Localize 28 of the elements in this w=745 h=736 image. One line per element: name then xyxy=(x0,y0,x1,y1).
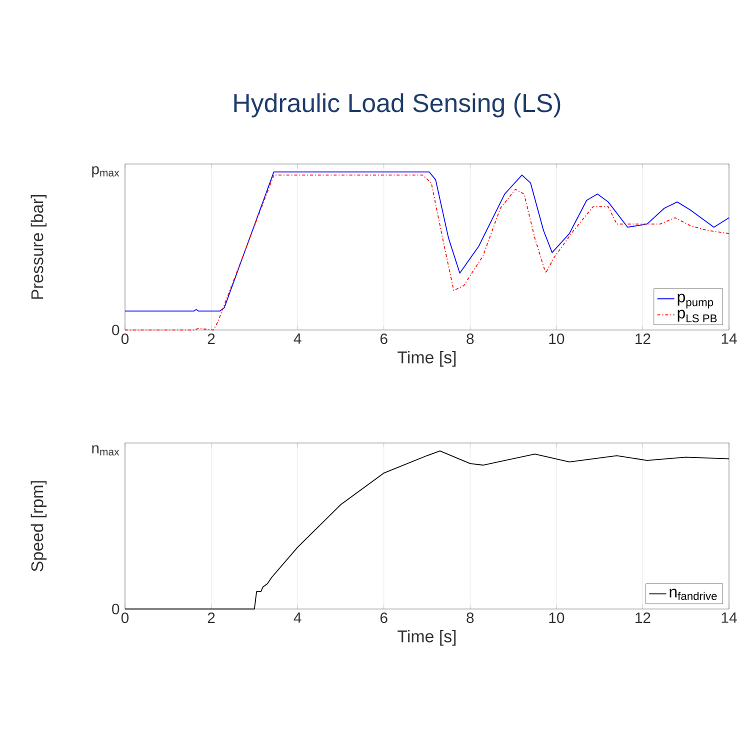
x-tick-label: 2 xyxy=(208,334,215,344)
text: n$_{max}$ xyxy=(92,445,120,456)
x-tick-label: 4 xyxy=(294,334,302,344)
legend-label: $\text{p}_{\text{pump}}$ xyxy=(678,294,714,308)
x-tick-label: 14 xyxy=(722,334,737,344)
y-axis-title: Speed [rpm] xyxy=(30,481,47,572)
x-tick-label: 6 xyxy=(380,334,388,344)
legend-label: $\text{n}_{\text{fandrive}}$ xyxy=(670,588,717,600)
text: 0 xyxy=(112,604,120,614)
text: 0 xyxy=(112,324,120,336)
x-tick-label: 0 xyxy=(121,334,129,344)
x-tick-label: 8 xyxy=(466,334,474,344)
x-tick-label: 14 xyxy=(722,612,737,623)
x-tick-label: 6 xyxy=(380,612,388,624)
x-tick-label: 0 xyxy=(121,612,129,624)
x-tick-label: 4 xyxy=(294,612,302,623)
y-axis-title: Pressure [bar] xyxy=(30,195,47,299)
x-tick-label: 10 xyxy=(549,612,564,624)
x-axis-title: Time [s] xyxy=(398,630,456,646)
x-tick-label: 12 xyxy=(636,612,650,623)
x-tick-label: 8 xyxy=(466,612,474,624)
x-tick-label: 2 xyxy=(208,612,215,623)
x-tick-label: 10 xyxy=(549,334,564,344)
x-tick-label: 12 xyxy=(636,334,650,344)
chart-title: Hydraulic Load Sensing (LS) xyxy=(234,93,560,118)
x-axis-title: Time [s] xyxy=(398,350,456,367)
text: p$_{max}$ xyxy=(92,166,120,178)
legend-label: $\text{p}_{\text{LS PB}}$ xyxy=(678,310,717,322)
